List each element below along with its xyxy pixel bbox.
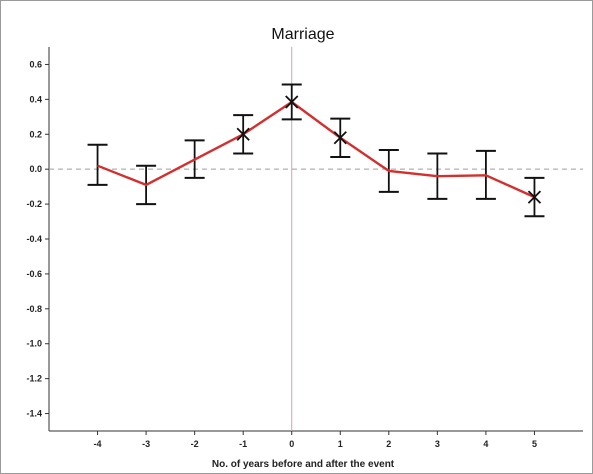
x-tick-label: 4 (483, 439, 488, 449)
y-tick-label: 0.2 (29, 129, 42, 139)
data-point-marker (527, 190, 542, 204)
y-tick-label: 0.6 (29, 59, 42, 69)
marker-stroke (285, 95, 299, 109)
x-tick-label: -4 (94, 439, 102, 449)
y-tick-label: 0.0 (29, 164, 42, 174)
x-axis-label: No. of years before and after the event (212, 459, 395, 470)
marker-stroke (333, 131, 347, 145)
y-tick-label: -0.4 (26, 234, 42, 244)
marker-stroke (527, 190, 542, 204)
marker-stroke (236, 127, 250, 141)
series-line (97, 100, 535, 199)
y-tick-label: -0.6 (26, 269, 42, 279)
x-tick-label: 2 (386, 439, 391, 449)
data-point-marker (333, 131, 347, 145)
chart-title: Marriage (271, 26, 334, 43)
x-tick-label: 5 (532, 439, 537, 449)
y-tick-label: -0.2 (26, 199, 42, 209)
y-tick-label: -1.0 (26, 339, 42, 349)
x-tick-label: 3 (435, 439, 440, 449)
reference-lines (49, 47, 583, 431)
x-tick-label: -3 (142, 439, 150, 449)
y-tick-label: -1.4 (26, 409, 42, 419)
data-marks (87, 83, 545, 218)
data-point-marker (236, 127, 250, 141)
x-tick-label: 0 (289, 439, 294, 449)
y-tick-label: 0.4 (29, 94, 42, 104)
x-tick-label: -2 (191, 439, 199, 449)
data-point-marker (285, 95, 299, 109)
y-tick-label: -0.8 (26, 304, 42, 314)
axes: 0.6 0.4 0.2 0.0 -0.2 -0.4 -0.6 -0.8 -1.0 -1.2 -1.4… (26, 47, 583, 449)
x-tick-label: -1 (239, 439, 247, 449)
x-tick-label: 1 (338, 439, 343, 449)
y-tick-label: -1.2 (26, 374, 42, 384)
